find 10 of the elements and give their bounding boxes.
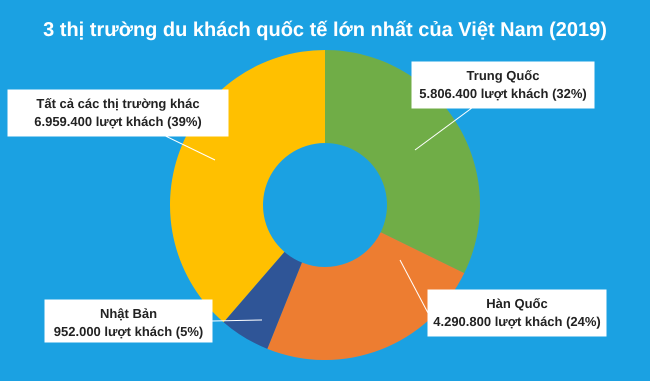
data-label: 6.959.400 lượt khách (39%) xyxy=(34,114,202,129)
donut-slice xyxy=(224,252,302,349)
slice-label: Tất cả các thị trường khác xyxy=(36,96,200,111)
slice-label: Trung Quốc xyxy=(466,68,540,83)
chart-title: 3 thị trường du khách quốc tế lớn nhất của Việt Nam (2019) xyxy=(43,19,607,41)
data-label: 952.000 lượt khách (5%) xyxy=(54,324,204,339)
slice-label: Hàn Quốc xyxy=(486,296,548,311)
slice-label: Nhật Bản xyxy=(100,306,158,321)
data-label: 5.806.400 lượt khách (32%) xyxy=(419,86,587,101)
data-label: 4.290.800 lượt khách (24%) xyxy=(433,314,601,329)
